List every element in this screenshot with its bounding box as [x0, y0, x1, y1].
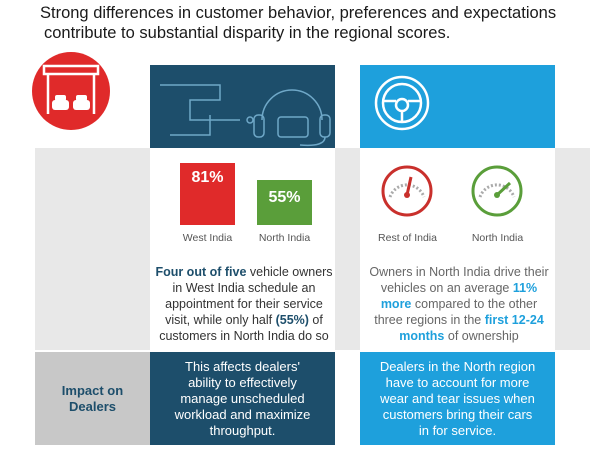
- stat-box: 55%: [257, 180, 312, 225]
- title-line: Strong differences in customer behavior,…: [40, 4, 557, 22]
- gauges: [381, 165, 523, 217]
- stat-label: West India: [182, 232, 233, 244]
- stat-box: 81%: [180, 163, 235, 225]
- text: compared to the other three regions in t…: [374, 297, 538, 327]
- column: [360, 148, 555, 350]
- description: Owners in North India drive their vehicl…: [368, 264, 550, 344]
- gauge-label: North India: [471, 232, 524, 244]
- text: of customers in North India do so: [159, 313, 329, 343]
- emphasis-text: first 12-24 months: [399, 313, 544, 343]
- title-line: contribute to substantial disparity in t…: [44, 24, 451, 42]
- steering-icon-panel: [360, 65, 555, 148]
- gauge-label: Rest of India: [378, 232, 437, 244]
- emphasis-text: 11% more: [380, 281, 538, 311]
- text: Owners in North India drive their vehicl…: [369, 265, 549, 295]
- description: Four out of five vehicle owners in West …: [155, 264, 333, 344]
- impact-text: Dealers in the North region have to acco…: [360, 352, 555, 445]
- emphasis-text: (55%): [275, 313, 309, 327]
- emphasis-text: Four out of five: [155, 265, 247, 279]
- text: vehicle owners in West India schedule an…: [165, 265, 333, 327]
- service-icon-panel: [150, 65, 335, 148]
- impact-text: This affects dealers' ability to effecti…: [150, 352, 335, 445]
- text: of ownership: [444, 329, 519, 343]
- garage-icon: [32, 52, 110, 130]
- impact-label: Impact on Dealers: [35, 352, 150, 445]
- stat-label: North India: [258, 232, 311, 244]
